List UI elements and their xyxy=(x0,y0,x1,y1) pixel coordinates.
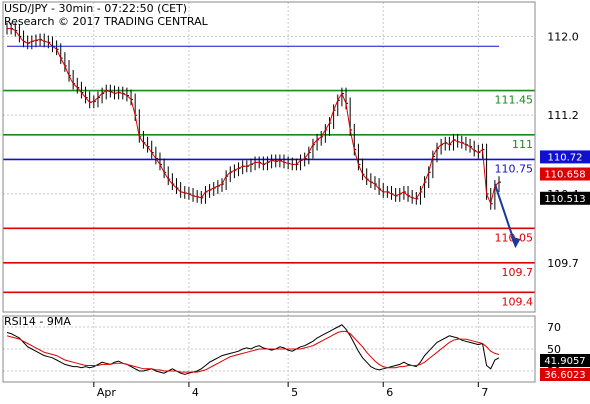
rsi-series xyxy=(6,324,500,375)
rsi-panel-frame xyxy=(2,315,536,383)
price-tags: 110.72 110.658 110.513 41.9057 36.6023 xyxy=(540,150,590,381)
price-tag-bg xyxy=(540,167,590,181)
x-tick-label: 6 xyxy=(386,386,393,399)
rsi-readout-label: 36.6023 xyxy=(544,370,585,381)
y-tick-label: 111.2 xyxy=(547,109,579,122)
price-tag-label: 110.513 xyxy=(544,194,585,205)
projection-arrow xyxy=(493,183,517,246)
level-label: 110.75 xyxy=(495,162,534,175)
rsi-readout-label: 41.9057 xyxy=(544,356,585,367)
price-series xyxy=(6,22,521,249)
price-tag-label: 110.72 xyxy=(548,152,583,163)
level-label: 109.4 xyxy=(502,295,534,308)
level-label: 109.7 xyxy=(502,266,534,279)
rsi-tick-label: 70 xyxy=(547,321,561,334)
x-tick-label: 5 xyxy=(291,386,298,399)
chart-subtitle: Research © 2017 TRADING CENTRAL xyxy=(4,15,209,28)
rsi-line xyxy=(6,324,500,375)
main-panel-frame xyxy=(2,1,536,313)
x-tick-label: 7 xyxy=(481,386,488,399)
moving-average-line xyxy=(7,28,500,206)
rsi-ma-line xyxy=(6,330,500,373)
price-tag-bg xyxy=(540,191,590,205)
chart-title: USD/JPY - 30min - 07:22:50 (CET) xyxy=(4,2,187,15)
price-tag-bg xyxy=(540,150,590,164)
rsi-readout-bg xyxy=(540,368,590,381)
rsi-readout-bg xyxy=(540,354,590,367)
y-tick-label: 112.0 xyxy=(547,30,579,43)
level-label: 111 xyxy=(512,138,533,151)
x-tick-label: 4 xyxy=(192,386,199,399)
x-tick-label: Apr xyxy=(97,386,117,399)
rsi-title: RSI14 - 9MA xyxy=(4,315,71,328)
rsi-tick-label: 50 xyxy=(547,343,561,356)
price-tag-label: 110.658 xyxy=(544,170,585,181)
level-label: 111.45 xyxy=(495,94,534,107)
projection-arrowhead xyxy=(510,236,521,249)
y-tick-label: 109.7 xyxy=(547,257,579,270)
